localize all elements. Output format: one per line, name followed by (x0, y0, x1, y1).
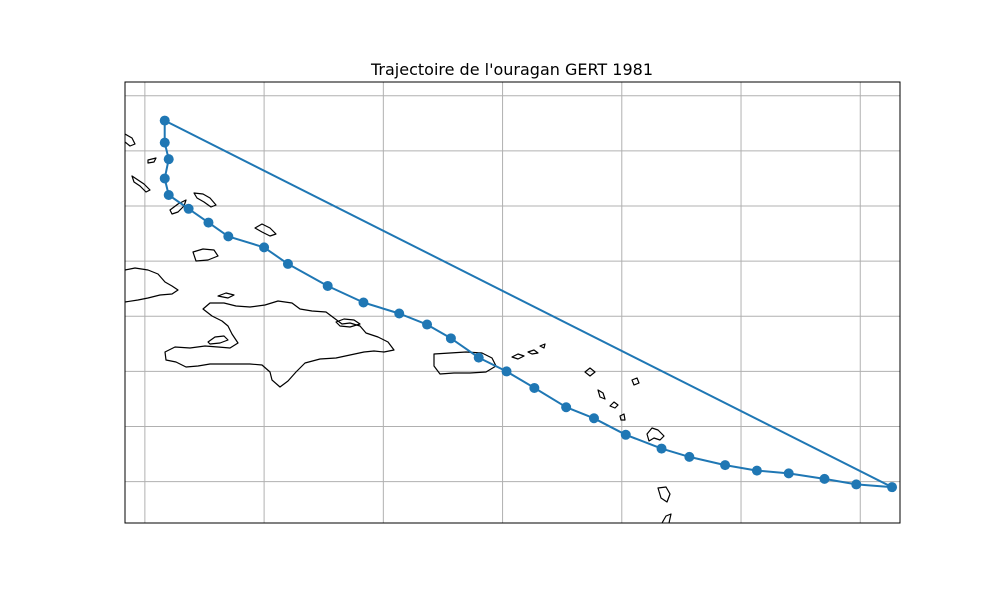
track-point (851, 479, 862, 490)
track-point (720, 460, 731, 471)
coastline-tortuga-island (217, 292, 235, 299)
track-point (159, 173, 170, 184)
coastline-martinique (657, 486, 671, 503)
track-point (183, 203, 194, 214)
track-point (561, 402, 572, 413)
track-point (684, 451, 695, 462)
track-point (163, 190, 174, 201)
coastline-hispaniola (164, 300, 395, 388)
coastline-virgin-islands (511, 343, 546, 360)
track-point (783, 468, 794, 479)
coastline-cuba (125, 267, 179, 303)
track-point (751, 465, 762, 476)
track-point (501, 366, 512, 377)
track-point (259, 242, 270, 253)
coastline-guadeloupe (646, 427, 665, 442)
track-point (620, 429, 631, 440)
graticule (125, 82, 900, 523)
track-point (819, 473, 830, 484)
track-point (282, 258, 293, 269)
track-point (529, 382, 540, 393)
track-point (588, 413, 599, 424)
coastline-leeward-islands (584, 367, 640, 421)
track-point (163, 154, 174, 165)
track-closing-line (164, 119, 893, 489)
track-point (203, 217, 214, 228)
track-point (159, 137, 170, 148)
track-point (223, 231, 234, 242)
coastline-puerto-rico (433, 351, 497, 375)
track-point (445, 333, 456, 344)
track-point (887, 482, 898, 493)
hurricane-track (159, 115, 898, 493)
coastline-bahamas-east (254, 223, 277, 237)
coastline-gonave-island (207, 335, 229, 345)
track-point (159, 115, 170, 126)
track-point (358, 297, 369, 308)
coastline-great-inagua (192, 248, 219, 262)
map-frame (124, 81, 901, 524)
track-point (322, 280, 333, 291)
track-point (394, 308, 405, 319)
map-title: Trajectoire de l'ouragan GERT 1981 (370, 60, 653, 79)
coastline-st-lucia (661, 513, 672, 523)
coastlines (125, 133, 672, 523)
track-point (473, 352, 484, 363)
track-point (422, 319, 433, 330)
track-point (656, 443, 667, 454)
coastline-turks-caicos (335, 318, 361, 328)
coastline-bahamas-north (125, 133, 157, 193)
